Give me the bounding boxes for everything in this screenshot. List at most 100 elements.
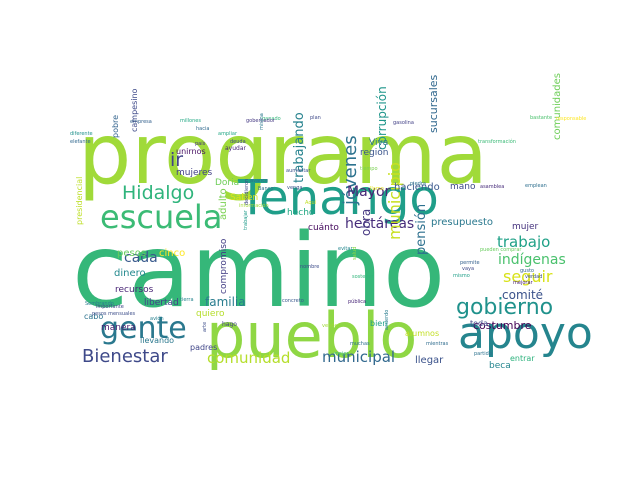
cloud-word: Mayor bbox=[347, 184, 391, 200]
cloud-word: cuánto bbox=[308, 223, 339, 233]
cloud-word: hago bbox=[222, 321, 237, 328]
cloud-word: Doria bbox=[215, 178, 239, 188]
cloud-word: venga bbox=[287, 185, 302, 191]
cloud-word: diferente bbox=[70, 131, 93, 137]
cloud-word: Viva bbox=[369, 138, 388, 148]
cloud-word: gobernador bbox=[246, 118, 276, 124]
cloud-word: mejor bbox=[334, 351, 349, 357]
cloud-word: compromiso bbox=[219, 238, 229, 294]
cloud-word: llegar bbox=[415, 355, 444, 366]
cloud-word: padres bbox=[190, 343, 217, 352]
cloud-word: cabo bbox=[84, 312, 103, 321]
cloud-word: manera bbox=[101, 323, 136, 333]
cloud-word: importante bbox=[96, 304, 124, 310]
cloud-word: entrar bbox=[510, 354, 535, 363]
cloud-word: unirnos bbox=[176, 147, 206, 156]
cloud-word: toda bbox=[470, 319, 488, 328]
cloud-word: trabajo bbox=[497, 233, 550, 251]
cloud-word: millones bbox=[180, 118, 201, 124]
cloud-word: emplean bbox=[525, 183, 547, 189]
cloud-word: pensión bbox=[414, 204, 429, 255]
cloud-word: asamblea bbox=[480, 184, 504, 190]
cloud-word: pesos bbox=[117, 248, 146, 259]
cloud-word: costumbre bbox=[473, 319, 532, 332]
cloud-word: presidencial bbox=[75, 177, 84, 225]
cloud-word: gasolina bbox=[393, 120, 414, 126]
cloud-word: libertad bbox=[144, 298, 179, 308]
cloud-word: escuela bbox=[100, 198, 222, 236]
cloud-word: Aquí bbox=[305, 199, 317, 206]
cloud-word: empresa bbox=[130, 119, 152, 125]
cloud-word: llevando bbox=[140, 336, 174, 345]
cloud-word: elefante bbox=[70, 139, 91, 145]
cloud-word: verdad bbox=[525, 274, 542, 280]
cloud-word: pueden comprar bbox=[480, 247, 522, 253]
cloud-word: comunidades bbox=[552, 73, 563, 140]
cloud-word: indígenas bbox=[498, 252, 566, 268]
cloud-word: recursos bbox=[115, 285, 154, 295]
cloud-word: obra bbox=[359, 209, 373, 236]
cloud-word: vender bbox=[322, 323, 340, 329]
cloud-word: familia bbox=[205, 295, 246, 309]
cloud-word: muchas bbox=[350, 341, 370, 347]
cloud-word: transformación bbox=[478, 138, 516, 145]
cloud-word: municipio bbox=[385, 162, 404, 240]
cloud-word: trabajando bbox=[292, 112, 307, 183]
cloud-word: tiempo bbox=[360, 166, 378, 172]
cloud-word: nombre bbox=[300, 264, 319, 270]
cloud-word: sostener bbox=[352, 274, 375, 280]
cloud-word: camino bbox=[72, 212, 445, 331]
cloud-word: deuda bbox=[230, 139, 246, 145]
cloud-word: comité bbox=[502, 288, 543, 302]
cloud-word: gente bbox=[100, 311, 187, 346]
cloud-word: aumentar bbox=[286, 168, 311, 174]
cloud-word: vaya bbox=[462, 266, 474, 272]
cloud-word: apoyo bbox=[458, 308, 593, 359]
cloud-word: presupuesto bbox=[431, 217, 493, 228]
cloud-word: plan bbox=[310, 115, 321, 121]
cloud-word: arte bbox=[202, 322, 208, 332]
cloud-word: gusto bbox=[520, 268, 534, 274]
cloud-word: trabajar bbox=[243, 209, 249, 230]
cloud-word: Hidalgo bbox=[122, 182, 194, 204]
cloud-word: pueblo bbox=[206, 299, 417, 372]
cloud-word: bien bbox=[370, 319, 387, 328]
cloud-word: municipal bbox=[322, 348, 395, 366]
cloud-word: información bbox=[239, 202, 269, 209]
cloud-word: Saben bbox=[230, 193, 258, 203]
cloud-word: ir bbox=[170, 149, 183, 171]
cloud-word: comunidad bbox=[207, 349, 290, 367]
cloud-word: jóvenes bbox=[340, 135, 361, 206]
cloud-word: responsable bbox=[556, 116, 586, 122]
cloud-word: haciendo bbox=[394, 182, 440, 193]
cloud-word: corrupción bbox=[375, 86, 389, 150]
cloud-word: hacia bbox=[196, 126, 209, 132]
cloud-word: concreto bbox=[282, 298, 304, 304]
cloud-word: avión bbox=[150, 315, 164, 322]
cloud-word: adulto bbox=[218, 188, 229, 220]
cloud-word: bastante bbox=[530, 115, 552, 121]
cloud-word: quiero bbox=[196, 309, 225, 319]
cloud-word: campesino bbox=[130, 88, 139, 132]
cloud-word: mejorar bbox=[513, 280, 534, 286]
cloud-word: ampliar bbox=[218, 131, 238, 137]
cloud-word: dinero bbox=[114, 268, 146, 279]
cloud-word: Banco bbox=[258, 186, 273, 192]
cloud-word: sucursales bbox=[427, 74, 440, 133]
cloud-word: mujer bbox=[512, 222, 539, 232]
cloud-word: misma bbox=[259, 113, 265, 130]
cloud-word: decidieron bbox=[244, 179, 250, 205]
cloud-word: evitar bbox=[338, 246, 353, 252]
cloud-word: salud bbox=[352, 247, 358, 260]
cloud-word: región bbox=[360, 147, 388, 158]
cloud-word: Bienestar bbox=[82, 346, 168, 367]
cloud-word: hecho bbox=[287, 208, 315, 218]
cloud-word: pública bbox=[348, 298, 366, 305]
cloud-word: gobierno bbox=[456, 295, 553, 320]
cloud-word: ayudar bbox=[225, 145, 247, 152]
cloud-word: hectáreas bbox=[345, 216, 414, 232]
cloud-word: mismo bbox=[453, 273, 470, 279]
cloud-word: programa bbox=[78, 105, 488, 203]
cloud-word: mientras bbox=[426, 341, 449, 347]
